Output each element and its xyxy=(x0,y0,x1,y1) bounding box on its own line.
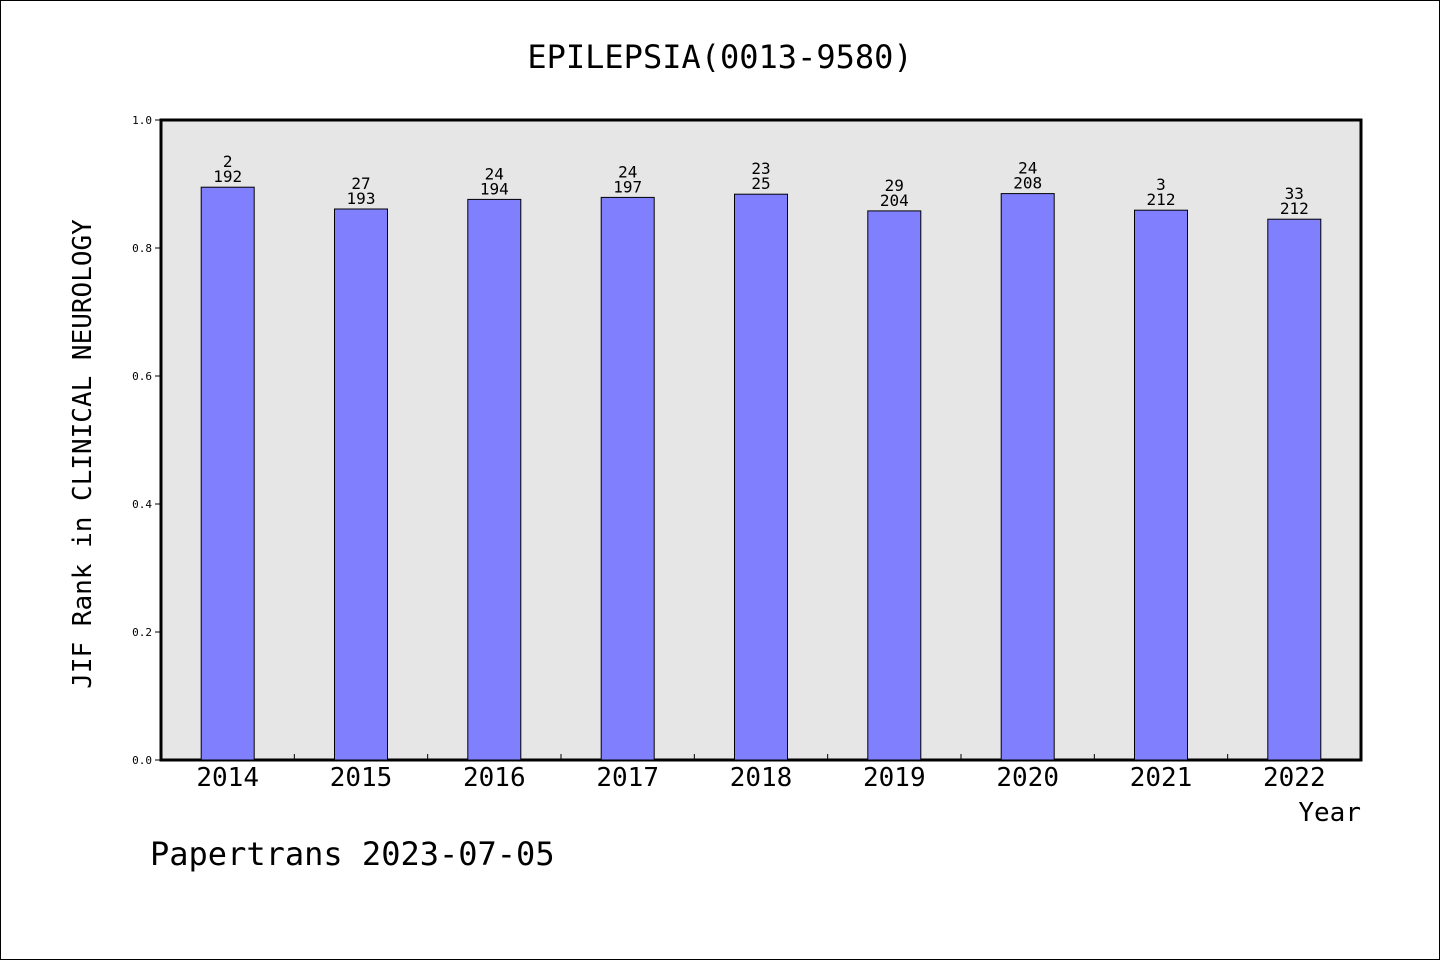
footer-credit: Papertrans 2023-07-05 xyxy=(150,835,555,873)
bar-label-total-2021: 212 xyxy=(1147,190,1176,209)
x-tick-label-2015: 2015 xyxy=(330,763,393,793)
bar-2017 xyxy=(600,196,655,761)
x-tick-labels: 2014 2015 2016 2017 2018 2019 2020 2021 2022 xyxy=(196,763,1325,793)
bar-label-rank-2018: 23 xyxy=(751,159,770,178)
bar-label-total-2014: 192 xyxy=(213,167,242,186)
bar-2016 xyxy=(467,198,522,761)
bar-label-total-2018: 25 xyxy=(751,174,770,193)
bar-label-total-2022: 212 xyxy=(1280,199,1309,218)
bar-label-total-2017: 197 xyxy=(613,177,642,196)
chart-title: EPILEPSIA(0013-9580) xyxy=(527,38,912,76)
x-tick-label-2018: 2018 xyxy=(730,763,793,793)
x-tick-label-2017: 2017 xyxy=(596,763,659,793)
x-tick-label-2022: 2022 xyxy=(1263,763,1326,793)
x-tick-label-2020: 2020 xyxy=(996,763,1059,793)
y-axis-label: JIF Rank in CLINICAL NEUROLOGY xyxy=(68,219,98,689)
bar-label-total-2019: 204 xyxy=(880,191,909,210)
bar-2019 xyxy=(867,210,922,761)
y-tick-label-5: 1.0 xyxy=(132,114,152,127)
y-tick-label-3: 0.6 xyxy=(132,370,152,383)
y-tick-label-1: 0.2 xyxy=(132,626,152,639)
y-tick-label-4: 0.8 xyxy=(132,242,152,255)
bar-label-rank-2014: 2 xyxy=(223,152,233,171)
bar-label-rank-2022: 33 xyxy=(1285,184,1304,203)
bar-label-rank-2020: 24 xyxy=(1018,159,1037,178)
bar-2020 xyxy=(1000,193,1055,761)
bar-label-rank-2017: 24 xyxy=(618,162,637,181)
x-axis-label: Year xyxy=(1298,798,1361,828)
bar-2014 xyxy=(200,186,255,761)
bar-label-rank-2021: 3 xyxy=(1156,175,1166,194)
bar-label-total-2020: 208 xyxy=(1013,174,1042,193)
bar-2021 xyxy=(1134,209,1188,761)
x-tick-label-2021: 2021 xyxy=(1130,763,1193,793)
x-tick-label-2016: 2016 xyxy=(463,763,526,793)
bar-label-rank-2015: 27 xyxy=(351,174,370,193)
tick-layer xyxy=(155,119,1229,761)
bar-label-total-2016: 194 xyxy=(480,179,509,198)
y-tick-labels: 0.0 0.2 0.4 0.6 0.8 1.0 xyxy=(132,114,152,767)
bar-2015 xyxy=(334,208,388,761)
bar-2022 xyxy=(1267,218,1322,761)
bar-label-rank-2019: 29 xyxy=(885,176,904,195)
bar-2018 xyxy=(734,193,788,761)
x-tick-label-2014: 2014 xyxy=(196,763,259,793)
y-tick-label-0: 0.0 xyxy=(132,754,152,767)
bar-label-total-2015: 193 xyxy=(347,189,376,208)
y-tick-label-2: 0.4 xyxy=(132,498,152,511)
x-tick-label-2019: 2019 xyxy=(863,763,926,793)
bar-label-rank-2016: 24 xyxy=(485,164,504,183)
bars-layer xyxy=(200,186,1322,761)
